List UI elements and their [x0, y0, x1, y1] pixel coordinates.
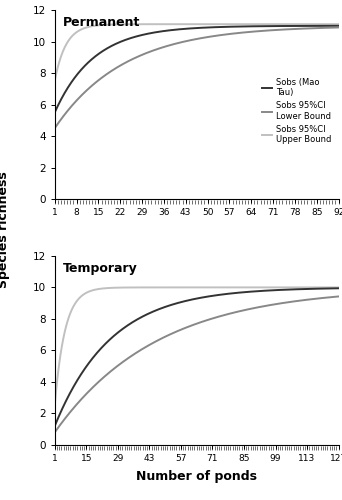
- Sobs 95%CI
Lower Bound: [220, 32, 224, 38]
- Sobs 95%CI
Lower Bound: [126, 58, 130, 64]
- Line: Sobs 95%CI
Lower Bound: Sobs 95%CI Lower Bound: [55, 28, 339, 128]
- Sobs 95%CI
Lower Bound: [181, 39, 185, 45]
- Sobs 95%CI
Lower Bound: [103, 72, 107, 78]
- Sobs (Mao
Tau): [103, 46, 107, 52]
- Sobs (Mao
Tau): [337, 23, 341, 29]
- Sobs (Mao
Tau): [242, 24, 246, 30]
- Sobs 95%CI
Upper Bound: [220, 21, 224, 27]
- Sobs (Mao
Tau): [266, 23, 271, 29]
- Sobs 95%CI
Lower Bound: [266, 28, 271, 34]
- Sobs 95%CI
Lower Bound: [337, 24, 341, 30]
- Sobs 95%CI
Upper Bound: [103, 22, 107, 28]
- Line: Sobs 95%CI
Upper Bound: Sobs 95%CI Upper Bound: [55, 24, 339, 81]
- Legend: Sobs (Mao
Tau), Sobs 95%CI
Lower Bound, Sobs 95%CI
Upper Bound: Sobs (Mao Tau), Sobs 95%CI Lower Bound, …: [259, 74, 334, 148]
- Sobs (Mao
Tau): [181, 26, 185, 32]
- Sobs (Mao
Tau): [126, 36, 130, 42]
- Sobs 95%CI
Upper Bound: [126, 22, 130, 28]
- Sobs 95%CI
Lower Bound: [242, 30, 246, 36]
- Sobs 95%CI
Upper Bound: [53, 78, 57, 84]
- Sobs 95%CI
Upper Bound: [181, 21, 185, 27]
- Text: Permanent: Permanent: [63, 16, 141, 28]
- Sobs (Mao
Tau): [220, 24, 224, 30]
- Sobs 95%CI
Upper Bound: [266, 21, 271, 27]
- Text: Species richness: Species richness: [0, 172, 10, 288]
- X-axis label: Number of ponds: Number of ponds: [136, 470, 257, 483]
- Sobs 95%CI
Upper Bound: [337, 21, 341, 27]
- Sobs 95%CI
Lower Bound: [53, 125, 57, 131]
- Sobs (Mao
Tau): [53, 110, 57, 116]
- Text: Temporary: Temporary: [63, 262, 138, 274]
- Sobs 95%CI
Upper Bound: [242, 21, 246, 27]
- Line: Sobs (Mao
Tau): Sobs (Mao Tau): [55, 26, 339, 113]
